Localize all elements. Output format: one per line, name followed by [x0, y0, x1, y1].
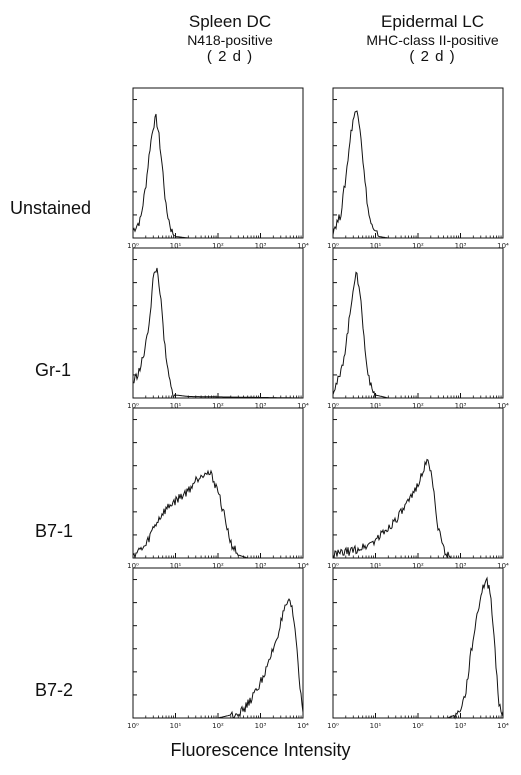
x-tick-label: 10⁴ [297, 242, 309, 250]
x-tick-label: 10⁰ [127, 402, 139, 410]
histogram-curve [332, 458, 503, 559]
x-tick-label: 10⁴ [497, 402, 509, 410]
histogram-curve [132, 113, 303, 239]
column-header-epidermal-lc: Epidermal LC MHC-class II-positive ( 2 d… [345, 12, 520, 65]
panel-frame [332, 247, 504, 399]
column-title: Epidermal LC [381, 12, 484, 31]
x-tick-label: 10² [212, 402, 224, 410]
x-tick-label: 10² [412, 722, 424, 730]
x-tick-label: 10⁰ [327, 242, 339, 250]
x-tick-label: 10² [412, 242, 424, 250]
x-tick-label: 10¹ [170, 402, 182, 410]
x-tick-label: 10⁰ [127, 722, 139, 730]
panel-frame [132, 407, 304, 559]
histogram-panel-epidermal-lc-unstained: 10⁰ 10¹ 10² 10³ 10⁴ [327, 87, 509, 250]
histogram-curve [332, 110, 503, 239]
x-tick-label: 10² [212, 722, 224, 730]
row-label-b7-2: B7-2 [35, 680, 74, 700]
x-tick-label: 10¹ [370, 722, 382, 730]
x-tick-label: 10³ [255, 242, 267, 250]
panel-frame [332, 567, 504, 719]
x-tick-label: 10⁰ [127, 242, 139, 250]
histogram-panel-spleen-dc-b7-2: 10⁰ 10¹ 10² 10³ 10⁴ [127, 567, 309, 730]
x-tick-label: 10³ [455, 402, 467, 410]
histogram-panel-epidermal-lc-gr-1: 10⁰ 10¹ 10² 10³ 10⁴ [327, 247, 509, 410]
x-tick-label: 10¹ [370, 242, 382, 250]
histogram-curve [333, 576, 504, 720]
x-tick-label: 10⁰ [327, 722, 339, 730]
x-tick-label: 10⁴ [497, 562, 509, 570]
histogram-curve [132, 469, 303, 559]
histogram-panel-epidermal-lc-b7-1: 10⁰ 10¹ 10² 10³ 10⁴ [327, 407, 509, 570]
column-note: ( 2 d ) [409, 47, 456, 65]
x-tick-label: 10³ [255, 562, 267, 570]
x-tick-label: 10⁴ [297, 722, 309, 730]
x-tick-label: 10¹ [370, 562, 382, 570]
x-tick-label: 10⁰ [127, 562, 139, 570]
column-header-spleen-dc: Spleen DC N418-positive ( 2 d ) [150, 12, 310, 65]
panel-frame [332, 407, 504, 559]
histogram-panel-epidermal-lc-b7-2: 10⁰ 10¹ 10² 10³ 10⁴ [327, 567, 509, 730]
histogram-panel-spleen-dc-unstained: 10⁰ 10¹ 10² 10³ 10⁴ [127, 87, 309, 250]
panel-frame [132, 247, 304, 399]
x-tick-label: 10² [212, 562, 224, 570]
x-tick-label: 10¹ [370, 402, 382, 410]
x-tick-label: 10⁰ [327, 402, 339, 410]
x-tick-label: 10⁴ [497, 242, 509, 250]
x-tick-label: 10³ [455, 722, 467, 730]
panel-frame [132, 87, 304, 239]
column-note: ( 2 d ) [206, 47, 254, 65]
x-tick-label: 10⁴ [297, 402, 309, 410]
column-title: Spleen DC [188, 12, 272, 31]
panel-frame [132, 567, 304, 719]
panel-frame [332, 87, 504, 239]
x-tick-label: 10¹ [170, 562, 182, 570]
x-tick-label: 10³ [455, 242, 467, 250]
histogram-curve [332, 271, 503, 399]
x-tick-label: 10⁴ [497, 722, 509, 730]
column-subtitle: N418-positive [187, 31, 273, 48]
x-tick-label: 10³ [255, 722, 267, 730]
x-tick-label: 10² [212, 242, 224, 250]
x-tick-label: 10² [412, 562, 424, 570]
histogram-panel-spleen-dc-gr-1: 10⁰ 10¹ 10² 10³ 10⁴ [127, 247, 309, 410]
row-label-gr-1: Gr-1 [35, 360, 71, 380]
column-subtitle: MHC-class II-positive [366, 31, 499, 48]
histogram-curve [133, 267, 303, 399]
histogram-panel-spleen-dc-b7-1: 10⁰ 10¹ 10² 10³ 10⁴ [127, 407, 309, 570]
x-tick-label: 10² [412, 402, 424, 410]
x-axis-label: Fluorescence Intensity [170, 740, 351, 760]
x-tick-label: 10¹ [170, 722, 182, 730]
x-tick-label: 10⁰ [327, 562, 339, 570]
row-label-b7-1: B7-1 [35, 521, 74, 541]
histogram-curve [133, 598, 304, 719]
x-tick-label: 10³ [455, 562, 467, 570]
x-tick-label: 10¹ [170, 242, 182, 250]
x-tick-label: 10⁴ [297, 562, 309, 570]
row-label-unstained: Unstained [10, 198, 92, 218]
x-tick-label: 10³ [255, 402, 267, 410]
